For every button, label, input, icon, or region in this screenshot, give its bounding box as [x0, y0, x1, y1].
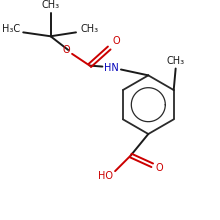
- Text: CH₃: CH₃: [42, 0, 60, 10]
- Text: HO: HO: [98, 171, 113, 181]
- Text: H₃C: H₃C: [2, 24, 20, 35]
- Text: O: O: [155, 163, 163, 173]
- Text: O: O: [62, 45, 70, 55]
- Text: O: O: [112, 36, 120, 46]
- Text: CH₃: CH₃: [167, 56, 185, 66]
- Text: CH₃: CH₃: [81, 24, 99, 35]
- Text: HN: HN: [104, 62, 119, 73]
